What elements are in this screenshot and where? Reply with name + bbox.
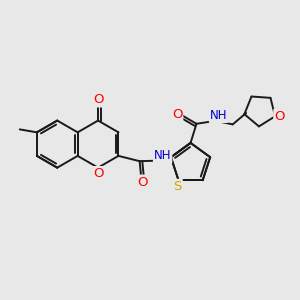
Text: S: S — [173, 180, 182, 193]
Text: O: O — [93, 93, 104, 106]
Text: O: O — [93, 167, 103, 180]
Text: O: O — [172, 108, 182, 121]
Text: O: O — [137, 176, 148, 189]
Text: NH: NH — [210, 109, 227, 122]
Text: NH: NH — [154, 149, 171, 162]
Text: O: O — [274, 110, 285, 123]
